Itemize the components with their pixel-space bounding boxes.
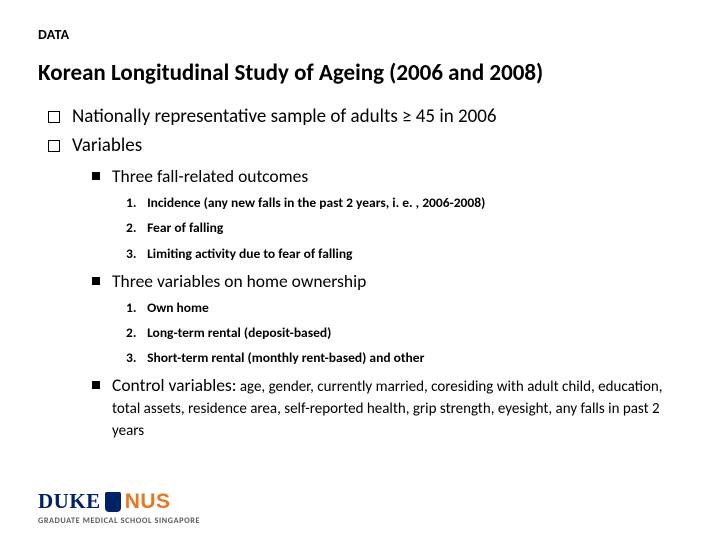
logo-duke: DUKE — [38, 489, 101, 514]
sub-fall-outcomes: Three fall-related outcomes — [92, 166, 682, 188]
ownership-2: 2. Long-term rental (deposit-based) — [126, 324, 682, 342]
outcome-1-text: Incidence (any new falls in the past 2 y… — [147, 194, 485, 211]
ownership-3-text: Short-term rental (monthly rent-based) a… — [147, 349, 424, 366]
ownership-1: 1. Own home — [126, 299, 682, 317]
outcome-3: 3. Limiting activity due to fear of fall… — [126, 245, 682, 263]
logo: DUKE NUS GRADUATE MEDICAL SCHOOL SINGAPO… — [38, 489, 200, 526]
bullet-sample: Nationally representative sample of adul… — [48, 105, 682, 130]
top-bullet-list: Nationally representative sample of adul… — [38, 105, 682, 158]
outcome-3-text: Limiting activity due to fear of falling — [147, 245, 352, 262]
ownership-2-text: Long-term rental (deposit-based) — [147, 324, 331, 341]
outcome-2-text: Fear of falling — [147, 219, 223, 236]
logo-subtitle: GRADUATE MEDICAL SCHOOL SINGAPORE — [38, 516, 200, 526]
bullet-variables: Variables — [48, 134, 682, 159]
sub-control-vars: Control variables: age, gender, currentl… — [92, 375, 682, 441]
section-label: DATA — [38, 26, 682, 43]
home-ownership-list: 1. Own home 2. Long-term rental (deposit… — [38, 299, 682, 368]
subsection-list-3: Control variables: age, gender, currentl… — [38, 375, 682, 441]
logo-row: DUKE NUS — [38, 489, 200, 514]
slide-title: Korean Longitudinal Study of Ageing (200… — [38, 59, 682, 87]
fall-outcomes-list: 1. Incidence (any new falls in the past … — [38, 194, 682, 263]
subsection-list-2: Three variables on home ownership — [38, 271, 682, 293]
crest-icon — [105, 492, 121, 512]
sub-home-ownership: Three variables on home ownership — [92, 271, 682, 293]
outcome-2: 2. Fear of falling — [126, 219, 682, 237]
ownership-3: 3. Short-term rental (monthly rent-based… — [126, 349, 682, 367]
ownership-1-text: Own home — [147, 299, 209, 316]
control-vars-title: Control variables: — [112, 374, 236, 396]
outcome-1: 1. Incidence (any new falls in the past … — [126, 194, 682, 212]
logo-nus: NUS — [125, 490, 171, 514]
subsection-list: Three fall-related outcomes — [38, 166, 682, 188]
